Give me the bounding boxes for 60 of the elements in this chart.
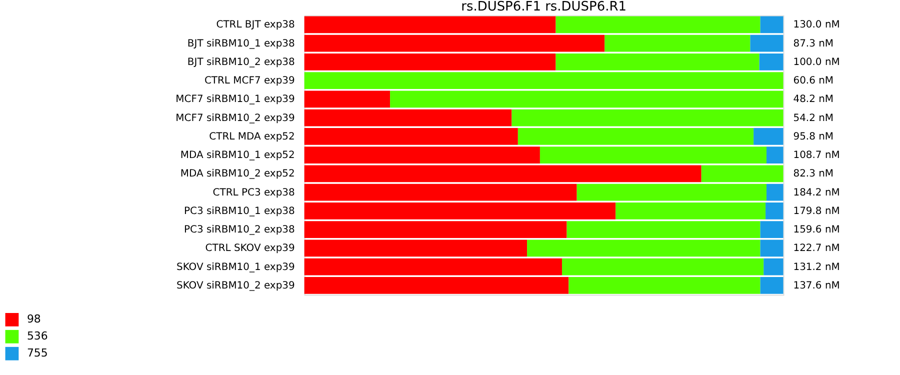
y-tick-label: CTRL MCF7 exp39 <box>204 76 295 87</box>
y-tick-label: MDA siRBM10_1 exp52 <box>180 150 295 162</box>
text: 48.2 nM <box>793 94 834 106</box>
bar <box>604 34 750 52</box>
bar <box>512 109 784 126</box>
bar <box>759 54 784 70</box>
y-tick-label: CTRL MDA exp52 <box>209 131 295 142</box>
text: 137.6 nM <box>793 280 840 292</box>
y-tick-label: MCF7 siRBM10_1 exp39 <box>176 94 295 106</box>
y-tick-label: CTRL BJT exp38 <box>216 20 295 31</box>
bar <box>304 54 556 70</box>
bar <box>760 16 784 34</box>
y-tick-label: SKOV siRBM10_2 exp39 <box>176 280 295 292</box>
bar <box>701 165 784 182</box>
legend-label: 536 <box>26 330 48 343</box>
bar <box>527 240 760 257</box>
text: 184.2 nM <box>793 187 840 198</box>
bar <box>304 277 569 294</box>
bar <box>760 277 784 294</box>
text: 54.2 nM <box>793 112 834 124</box>
y-tick-label: PC3 siRBM10_2 exp38 <box>184 224 295 236</box>
text: 122.7 nM <box>793 243 840 254</box>
bar <box>304 258 562 276</box>
text: 87.3 nM <box>793 38 834 50</box>
y-tick-label: BJT siRBM10_2 exp38 <box>187 56 295 68</box>
bar <box>390 90 784 108</box>
bar <box>304 34 605 52</box>
y-tick-label: MDA siRBM10_2 exp52 <box>180 168 295 180</box>
bar <box>304 184 577 201</box>
bar <box>766 184 784 201</box>
bar <box>568 277 760 294</box>
y-tick-label: BJT siRBM10_1 exp38 <box>187 38 295 50</box>
bar <box>304 90 390 108</box>
bar <box>760 240 784 257</box>
bar <box>304 16 556 34</box>
bar <box>562 258 764 276</box>
y-tick-label: MCF7 siRBM10_2 exp39 <box>176 112 295 124</box>
bar <box>576 184 766 201</box>
bar <box>764 258 784 276</box>
bar <box>750 34 784 52</box>
chart-title: rs.DUSP6.F1 rs.DUSP6.R1 <box>461 0 626 14</box>
bar <box>304 109 512 126</box>
text: 95.8 nM <box>793 131 834 142</box>
text: 100.0 nM <box>793 56 840 68</box>
y-tick-label: CTRL PC3 exp38 <box>212 187 295 198</box>
bar <box>304 165 702 182</box>
text: 130.0 nM <box>793 20 840 31</box>
bar <box>304 240 528 257</box>
y-tick-label: SKOV siRBM10_1 exp39 <box>176 262 295 273</box>
legend-label: 755 <box>26 346 48 360</box>
legend-label: 98 <box>26 312 41 326</box>
text: 159.6 nM <box>793 224 840 236</box>
text: 60.6 nM <box>793 76 834 87</box>
y-tick-label: PC3 siRBM10_1 exp38 <box>184 206 295 217</box>
text: 108.7 nM <box>793 150 840 162</box>
bar <box>556 16 760 34</box>
y-tick-label: CTRL SKOV exp39 <box>205 243 295 254</box>
text: 131.2 nM <box>793 262 840 273</box>
text: 82.3 nM <box>793 168 834 180</box>
text: 179.8 nM <box>793 206 840 217</box>
